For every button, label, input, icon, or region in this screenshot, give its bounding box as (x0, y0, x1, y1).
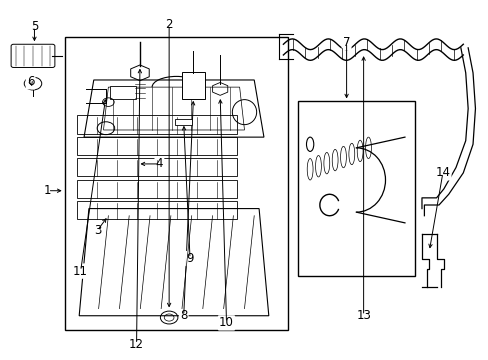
Text: 8: 8 (180, 309, 187, 322)
Text: 6: 6 (27, 75, 34, 88)
Text: 2: 2 (165, 18, 173, 31)
Text: 1: 1 (44, 184, 51, 197)
Text: 9: 9 (186, 252, 193, 265)
Text: 11: 11 (73, 265, 88, 278)
FancyBboxPatch shape (77, 115, 237, 134)
FancyBboxPatch shape (182, 72, 204, 99)
Bar (297, 102, 414, 276)
Text: 3: 3 (94, 224, 101, 237)
Text: 4: 4 (155, 157, 163, 170)
Text: 14: 14 (434, 166, 449, 179)
FancyBboxPatch shape (77, 137, 237, 155)
FancyBboxPatch shape (77, 180, 237, 198)
Bar (64, 37, 287, 330)
Text: 7: 7 (342, 36, 349, 49)
Text: 10: 10 (219, 316, 233, 329)
Text: 13: 13 (355, 309, 370, 322)
Text: 12: 12 (129, 338, 144, 351)
FancyBboxPatch shape (110, 86, 136, 99)
FancyBboxPatch shape (77, 201, 237, 219)
FancyBboxPatch shape (175, 118, 192, 125)
Text: 5: 5 (31, 20, 38, 33)
FancyBboxPatch shape (11, 44, 55, 67)
FancyBboxPatch shape (77, 158, 237, 176)
